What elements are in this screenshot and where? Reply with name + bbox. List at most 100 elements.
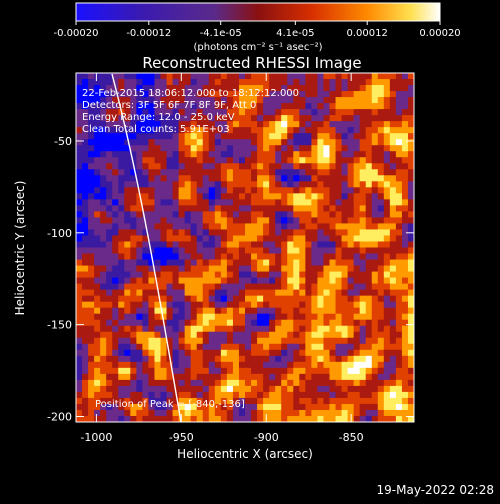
image-pixel — [112, 169, 119, 176]
image-pixel — [341, 145, 349, 152]
image-pixel — [251, 133, 258, 140]
image-pixel — [377, 337, 385, 345]
image-pixel — [281, 295, 288, 303]
image-pixel — [82, 247, 89, 254]
image-pixel — [293, 193, 300, 200]
image-pixel — [160, 259, 167, 266]
image-pixel — [100, 97, 107, 104]
image-pixel — [232, 385, 240, 393]
image-pixel — [184, 283, 192, 291]
image-pixel — [257, 103, 264, 110]
image-pixel — [377, 91, 385, 98]
image-pixel — [178, 127, 186, 134]
image-pixel — [311, 199, 318, 206]
image-pixel — [275, 151, 282, 158]
image-pixel — [130, 307, 137, 315]
image-pixel — [124, 193, 131, 200]
image-pixel — [275, 193, 282, 200]
image-pixel — [299, 217, 306, 224]
image-pixel — [407, 313, 414, 321]
image-pixel — [371, 289, 379, 297]
image-pixel — [160, 361, 167, 369]
image-pixel — [208, 277, 216, 285]
image-pixel — [269, 169, 276, 176]
image-pixel — [281, 325, 288, 333]
image-pixel — [251, 91, 258, 98]
image-pixel — [335, 223, 342, 230]
image-pixel — [154, 157, 161, 164]
image-pixel — [136, 301, 143, 309]
image-pixel — [359, 103, 367, 110]
image-pixel — [124, 151, 131, 158]
image-pixel — [257, 199, 264, 206]
image-pixel — [94, 73, 101, 80]
image-pixel — [142, 415, 149, 422]
image-pixel — [142, 397, 149, 405]
image-pixel — [154, 397, 161, 405]
image-pixel — [154, 331, 161, 339]
image-pixel — [100, 373, 107, 381]
image-pixel — [293, 85, 300, 92]
image-pixel — [389, 229, 397, 236]
image-pixel — [166, 175, 173, 182]
image-pixel — [88, 217, 95, 224]
image-pixel — [299, 253, 306, 260]
image-pixel — [148, 199, 155, 206]
image-pixel — [311, 307, 318, 315]
image-pixel — [208, 259, 216, 266]
image-pixel — [196, 193, 204, 200]
image-pixel — [359, 151, 367, 158]
image-pixel — [106, 187, 113, 194]
image-pixel — [100, 79, 107, 86]
image-pixel — [269, 139, 276, 146]
image-pixel — [94, 133, 101, 140]
image-pixel — [184, 181, 192, 188]
image-pixel — [293, 151, 300, 158]
image-pixel — [160, 373, 167, 381]
image-pixel — [269, 337, 276, 345]
image-pixel — [112, 151, 119, 158]
image-pixel — [395, 205, 403, 212]
image-pixel — [269, 313, 276, 321]
image-pixel — [323, 319, 330, 327]
image-pixel — [329, 79, 336, 86]
image-pixel — [166, 187, 173, 194]
image-pixel — [383, 259, 391, 266]
image-pixel — [136, 181, 143, 188]
image-pixel — [407, 157, 414, 164]
image-pixel — [112, 253, 119, 260]
image-pixel — [359, 385, 367, 393]
image-pixel — [311, 157, 318, 164]
image-pixel — [220, 265, 228, 272]
image-pixel — [160, 271, 167, 278]
image-pixel — [287, 379, 294, 387]
image-pixel — [311, 391, 318, 399]
image-pixel — [275, 391, 282, 399]
image-pixel — [251, 103, 258, 110]
image-pixel — [148, 385, 155, 393]
image-pixel — [263, 265, 270, 272]
image-pixel — [178, 223, 186, 230]
image-pixel — [136, 241, 143, 248]
image-pixel — [329, 133, 336, 140]
image-pixel — [220, 277, 228, 285]
image-pixel — [323, 307, 330, 315]
image-pixel — [82, 133, 89, 140]
image-pixel — [293, 343, 300, 351]
image-pixel — [226, 247, 234, 254]
image-pixel — [281, 199, 288, 206]
image-pixel — [100, 307, 107, 315]
image-pixel — [293, 217, 300, 224]
image-pixel — [353, 133, 361, 140]
image-pixel — [389, 319, 397, 327]
image-pixel — [269, 391, 276, 399]
image-pixel — [305, 247, 312, 254]
image-pixel — [293, 367, 300, 375]
image-pixel — [112, 307, 119, 315]
image-pixel — [281, 355, 288, 363]
image-pixel — [281, 169, 288, 176]
image-pixel — [94, 223, 101, 230]
image-pixel — [293, 127, 300, 134]
image-pixel — [401, 397, 409, 405]
image-pixel — [347, 151, 355, 158]
